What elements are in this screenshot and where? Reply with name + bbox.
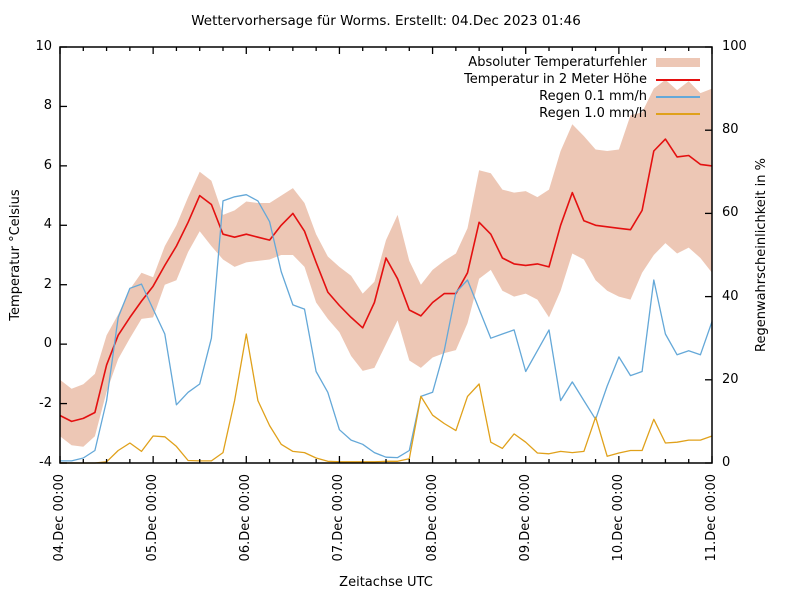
rain-10-line bbox=[60, 333, 713, 464]
x-tick-label: 10.Dec 00:00 bbox=[610, 474, 626, 562]
x-tick-label: 09.Dec 00:00 bbox=[517, 474, 533, 562]
temperature-line-swatch bbox=[656, 78, 700, 81]
y-axis-label-right: Regenwahrscheinlichkeit in % bbox=[754, 158, 769, 352]
rain-01-line-swatch bbox=[656, 95, 700, 98]
legend-item-error-band: Absoluter Temperaturfehler bbox=[464, 54, 700, 71]
temperature-error-band bbox=[60, 79, 712, 447]
y-right-tick-label: 0 bbox=[722, 455, 731, 470]
x-axis-label: Zeitachse UTC bbox=[339, 575, 433, 590]
y-left-tick-label: 0 bbox=[43, 336, 52, 352]
x-tick-label: 06.Dec 00:00 bbox=[238, 474, 254, 562]
legend-label: Regen 0.1 mm/h bbox=[539, 89, 647, 104]
rain-01-line bbox=[60, 194, 713, 462]
legend: Absoluter Temperaturfehler Temperatur in… bbox=[464, 54, 700, 122]
y-right-tick-label: 80 bbox=[722, 122, 739, 138]
legend-item-rain-10: Regen 1.0 mm/h bbox=[464, 105, 700, 122]
y-right-tick-label: 100 bbox=[722, 39, 747, 54]
y-left-tick-label: 10 bbox=[35, 39, 52, 54]
legend-label: Absoluter Temperaturfehler bbox=[468, 55, 647, 70]
x-tick-label: 04.Dec 00:00 bbox=[52, 474, 67, 562]
x-tick-label: 05.Dec 00:00 bbox=[145, 474, 161, 562]
rain-10-line-swatch bbox=[656, 112, 700, 115]
x-tick-label: 11.Dec 00:00 bbox=[704, 474, 719, 562]
y-left-tick-label: 8 bbox=[43, 98, 52, 114]
legend-item-temperature: Temperatur in 2 Meter Höhe bbox=[464, 71, 700, 88]
x-tick-label: 07.Dec 00:00 bbox=[331, 474, 347, 562]
x-tick-label: 08.Dec 00:00 bbox=[424, 474, 440, 562]
y-right-tick-label: 20 bbox=[722, 371, 739, 387]
legend-label: Temperatur in 2 Meter Höhe bbox=[464, 72, 647, 87]
legend-item-rain-01: Regen 0.1 mm/h bbox=[464, 88, 700, 105]
temperature-line bbox=[59, 138, 713, 423]
y-left-tick-label: 6 bbox=[43, 157, 52, 173]
y-left-tick-label: 2 bbox=[43, 276, 52, 292]
y-right-tick-label: 40 bbox=[722, 288, 739, 304]
y-left-tick-label: -2 bbox=[39, 395, 52, 411]
legend-label: Regen 1.0 mm/h bbox=[539, 106, 647, 121]
chart-title: Wettervorhersage für Worms. Erstellt: 04… bbox=[191, 13, 581, 29]
y-left-tick-label: 4 bbox=[43, 217, 52, 233]
band-swatch bbox=[656, 58, 700, 67]
y-left-tick-label: -4 bbox=[39, 455, 52, 470]
y-right-tick-label: 60 bbox=[722, 205, 739, 221]
